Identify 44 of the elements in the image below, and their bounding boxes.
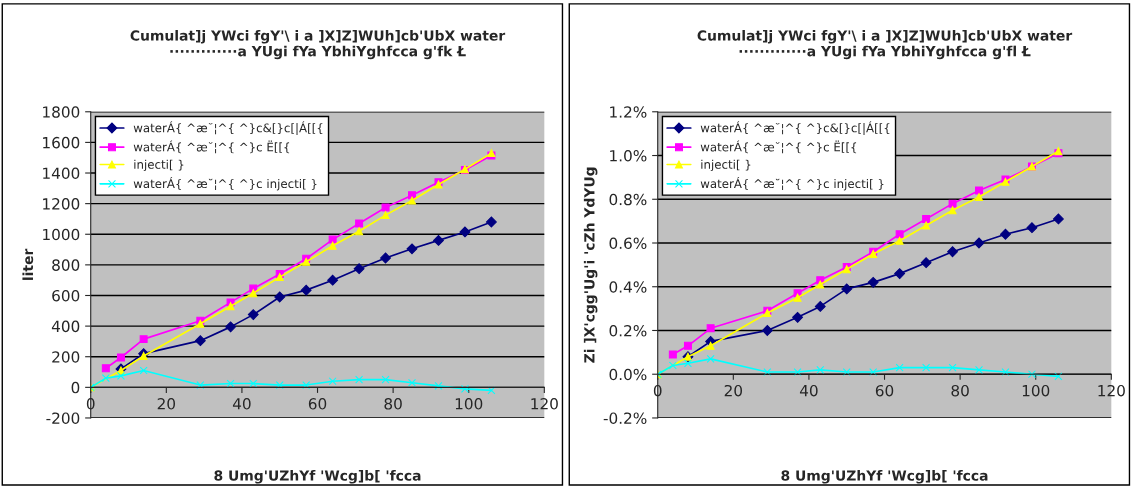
legend-label: injecti[ }	[134, 159, 184, 172]
y-tick-label: 1600	[43, 136, 80, 149]
y-tick-label: 1400	[43, 167, 80, 180]
chart-title: Cumulat]j YWci fgY'\ i a ]X]Z]WUh]cb'UbX water ·············a YUgi fYa YbhiYghfcca g'fk Ł	[130, 30, 506, 60]
y-axis-title: liter	[22, 248, 34, 280]
y-tick-label: -200	[46, 412, 80, 424]
x-axis-title: 8 Umg'UZhYf 'Wcg]b[ 'fcca	[781, 470, 988, 484]
y-tick-label: 0.6%	[609, 237, 647, 250]
x-tick-label: 60	[875, 384, 894, 397]
x-tick-label: 20	[157, 398, 176, 410]
legend-label: waterÁ{ ^æ˘¦^{ ^}c injecti[ }	[700, 177, 884, 191]
y-tick-label: 0.8%	[609, 193, 647, 206]
y-tick-label: 600	[52, 289, 80, 302]
y-tick-label: 1000	[43, 228, 80, 241]
y-tick-label: 0.2%	[609, 324, 647, 337]
y-tick-label: 400	[51, 320, 80, 333]
x-tick-label: 120	[1098, 384, 1125, 397]
legend-label: waterÁ{ ^æ˘¦^{ ^}c injecti[ }	[133, 177, 317, 191]
y-tick-label: -0.2%	[603, 412, 647, 424]
x-tick-label: 120	[531, 398, 558, 410]
y-tick-label: 1.0%	[610, 149, 647, 162]
legend-label: waterÁ{ ^æ˘¦^{ ^}c&[}c[|Á[[{	[700, 121, 890, 135]
x-tick-label: 20	[724, 384, 743, 397]
y-axis-title: Zi ]X'cgg'Ug'i 'cZh YdYUg	[583, 167, 598, 363]
x-axis-title: 8 Umg'UZhYf 'Wcg]b[ 'fcca	[214, 470, 421, 484]
x-tick-label: 100	[455, 398, 483, 410]
legend-label: waterÁ{ ^æ˘¦^{ ^}c&[}c[|Á[[{	[133, 121, 323, 135]
y-tick-label: 1200	[43, 198, 80, 210]
x-tick-label: 60	[308, 398, 327, 410]
y-tick-label: 1.2%	[610, 106, 647, 118]
x-tick-label: 40	[232, 398, 251, 410]
y-tick-label: 800	[52, 259, 80, 271]
x-tick-label: 80	[384, 398, 402, 410]
x-tick-label: 80	[951, 384, 969, 397]
y-tick-label: 0.4%	[609, 281, 647, 293]
y-tick-label: 1800	[43, 106, 80, 118]
chart-title: Cumulat]j YWci fgY'\ i a ]X]Z]WUh]cb'UbX water ·············a YUgi fYa YbhiYghfcca g'fl Ł	[697, 30, 1073, 60]
legend-label: injecti[ }	[701, 159, 751, 172]
x-tick-label: 100	[1022, 384, 1050, 397]
x-tick-label: 40	[799, 384, 818, 397]
legend-label: waterÁ{ ^æ˘¦^{ ^}c Ë[[{	[700, 140, 857, 154]
legend-label: waterÁ{ ^æ˘¦^{ ^}c Ë[[{	[133, 140, 290, 154]
y-tick-label: 200	[52, 351, 80, 363]
y-tick-label: 0.0%	[609, 368, 647, 381]
